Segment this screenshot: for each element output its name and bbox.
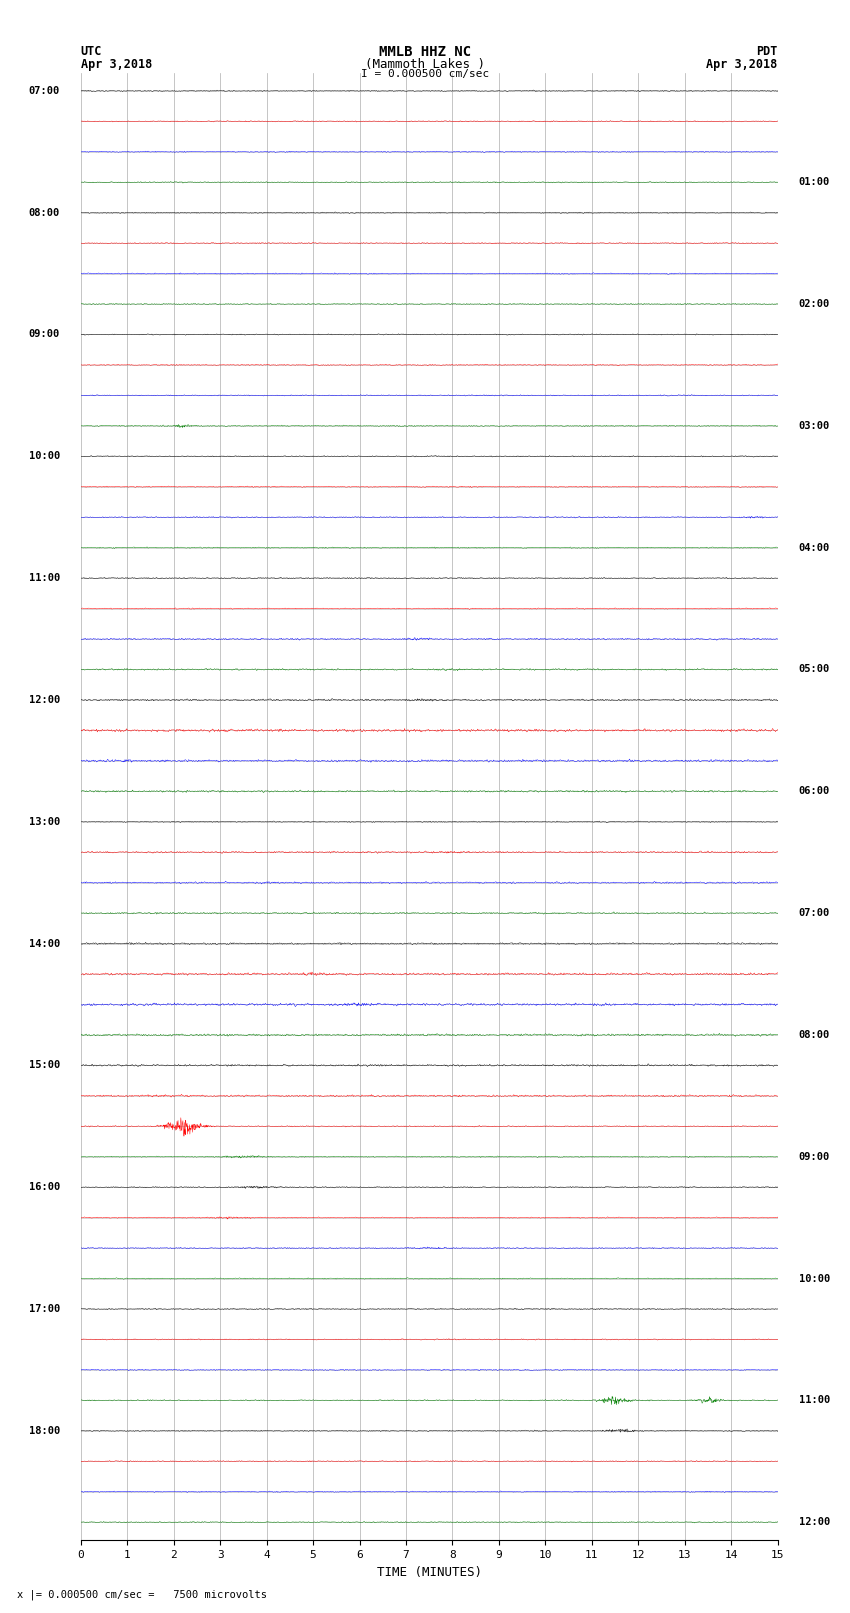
Text: 18:00: 18:00 — [29, 1426, 60, 1436]
Text: 11:00: 11:00 — [799, 1395, 830, 1405]
Text: 01:00: 01:00 — [799, 177, 830, 187]
Text: 15:00: 15:00 — [29, 1060, 60, 1071]
Text: 12:00: 12:00 — [799, 1518, 830, 1528]
Text: 06:00: 06:00 — [799, 786, 830, 797]
Text: 12:00: 12:00 — [29, 695, 60, 705]
Text: 14:00: 14:00 — [29, 939, 60, 948]
Text: 07:00: 07:00 — [799, 908, 830, 918]
Text: 04:00: 04:00 — [799, 542, 830, 553]
Text: (Mammoth Lakes ): (Mammoth Lakes ) — [365, 58, 485, 71]
X-axis label: TIME (MINUTES): TIME (MINUTES) — [377, 1566, 482, 1579]
Text: 08:00: 08:00 — [799, 1029, 830, 1040]
Text: 09:00: 09:00 — [29, 329, 60, 339]
Text: UTC: UTC — [81, 45, 102, 58]
Text: 08:00: 08:00 — [29, 208, 60, 218]
Text: 11:00: 11:00 — [29, 573, 60, 584]
Text: Apr 3,2018: Apr 3,2018 — [81, 58, 152, 71]
Text: 02:00: 02:00 — [799, 298, 830, 310]
Text: 09:00: 09:00 — [799, 1152, 830, 1161]
Text: 16:00: 16:00 — [29, 1182, 60, 1192]
Text: 07:00: 07:00 — [29, 85, 60, 95]
Text: 05:00: 05:00 — [799, 665, 830, 674]
Text: 03:00: 03:00 — [799, 421, 830, 431]
Text: 17:00: 17:00 — [29, 1303, 60, 1315]
Text: Apr 3,2018: Apr 3,2018 — [706, 58, 778, 71]
Text: x |= 0.000500 cm/sec =   7500 microvolts: x |= 0.000500 cm/sec = 7500 microvolts — [17, 1589, 267, 1600]
Text: 10:00: 10:00 — [799, 1274, 830, 1284]
Text: 10:00: 10:00 — [29, 452, 60, 461]
Text: I = 0.000500 cm/sec: I = 0.000500 cm/sec — [361, 69, 489, 79]
Text: MMLB HHZ NC: MMLB HHZ NC — [379, 45, 471, 60]
Text: PDT: PDT — [756, 45, 778, 58]
Text: 13:00: 13:00 — [29, 816, 60, 827]
